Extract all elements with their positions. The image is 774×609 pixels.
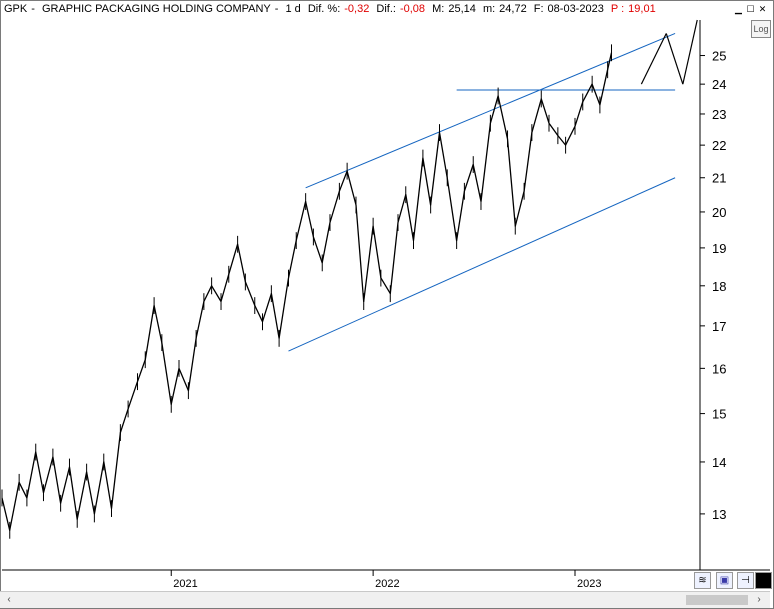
y-tick-label: 19: [712, 241, 726, 256]
pin-icon[interactable]: ⊣: [737, 572, 754, 589]
channel-lower-line: [288, 177, 676, 352]
channel-upper-line: [305, 32, 676, 189]
min-value: 24,72: [499, 3, 527, 15]
horizontal-scrollbar[interactable]: ‹ ›: [0, 591, 770, 608]
min-label: m:: [482, 3, 496, 15]
y-tick-label: 23: [712, 107, 726, 122]
scroll-right-icon[interactable]: ›: [757, 594, 761, 605]
date-value: 08-03-2023: [547, 3, 604, 15]
y-tick-label: 20: [712, 205, 726, 220]
y-tick-label: 17: [712, 319, 726, 334]
y-tick-label: 24: [712, 77, 726, 92]
date-label: F:: [533, 3, 544, 15]
x-tick-label: 2021: [173, 578, 197, 590]
minimize-icon[interactable]: ▁: [735, 4, 742, 14]
dif-pct-label: Dif. %:: [307, 3, 341, 15]
max-value: 25,14: [448, 3, 476, 15]
p-label: P :: [610, 3, 625, 15]
p-value: 19,01: [628, 3, 656, 15]
price-series-line: [1, 52, 613, 531]
dif-label: Dif.:: [376, 3, 396, 15]
color-swatch-icon[interactable]: [755, 572, 772, 589]
max-label: M:: [432, 3, 445, 15]
company-name: GRAPHIC PACKAGING HOLDING COMPANY: [41, 3, 271, 15]
close-icon[interactable]: ✕: [758, 4, 767, 14]
log-scale-button[interactable]: Log: [751, 20, 771, 38]
projection-line: [682, 19, 698, 85]
projection-line: [640, 33, 667, 85]
y-tick-label: 21: [712, 171, 726, 186]
ticker: GPK: [4, 3, 28, 15]
y-tick-label: 13: [712, 507, 726, 522]
scroll-thumb[interactable]: [686, 595, 748, 605]
period: 1 d: [285, 3, 301, 15]
x-tick-label: 2023: [577, 578, 601, 590]
y-tick-label: 16: [712, 361, 726, 376]
scroll-left-icon[interactable]: ‹: [7, 594, 11, 605]
projection-line: [665, 33, 684, 85]
chart-header: GPK - GRAPHIC PACKAGING HOLDING COMPANY - …: [4, 3, 656, 15]
y-tick-label: 18: [712, 279, 726, 294]
zigzag-icon[interactable]: ≋: [694, 572, 711, 589]
y-tick-label: 22: [712, 138, 726, 153]
save-icon[interactable]: ▣: [716, 572, 733, 589]
x-tick-label: 2022: [375, 578, 399, 590]
y-tick-label: 25: [712, 49, 726, 64]
dif-pct-value: -0,32: [344, 3, 370, 15]
y-tick-label: 15: [712, 407, 726, 422]
maximize-icon[interactable]: ☐: [746, 4, 755, 14]
dif-value: -0,08: [399, 3, 426, 15]
y-tick-label: 14: [712, 455, 726, 470]
